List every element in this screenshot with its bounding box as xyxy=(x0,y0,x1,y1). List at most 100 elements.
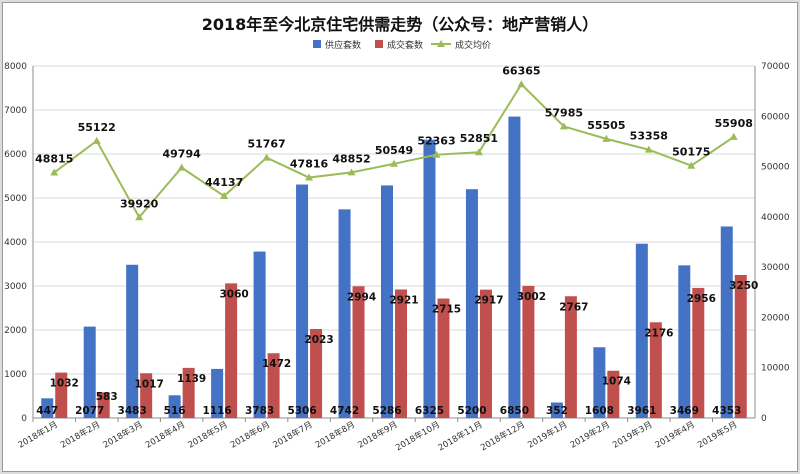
x-tick-label: 2018年11月 xyxy=(436,419,484,453)
x-tick-label: 2019年5月 xyxy=(696,419,740,451)
price-value-label: 66365 xyxy=(502,64,540,77)
price-value-label: 55122 xyxy=(78,121,116,134)
deal-bar xyxy=(522,285,535,418)
deal-value-label: 2956 xyxy=(687,293,716,305)
deal-bar xyxy=(267,353,280,418)
y2-tick-label: 70000 xyxy=(761,62,790,72)
price-marker xyxy=(177,163,186,171)
deal-value-label: 2917 xyxy=(474,295,503,307)
deal-bar xyxy=(607,370,620,418)
x-tick-label: 2018年5月 xyxy=(186,419,230,451)
deal-value-label: 1472 xyxy=(262,358,291,370)
supply-bar xyxy=(338,209,351,418)
price-marker xyxy=(305,173,314,181)
x-tick-label: 2018年9月 xyxy=(356,419,400,451)
deal-bar xyxy=(352,286,365,418)
supply-bar xyxy=(465,189,478,418)
supply-bar xyxy=(126,264,139,418)
supply-bar xyxy=(381,185,393,418)
price-marker xyxy=(432,150,441,158)
deal-value-label: 583 xyxy=(96,391,118,403)
supply-bar xyxy=(423,139,436,418)
deal-value-label: 3060 xyxy=(220,288,249,300)
price-value-label: 50175 xyxy=(672,146,710,159)
price-marker xyxy=(729,132,738,140)
supply-value-label: 5286 xyxy=(372,405,401,417)
y-tick-label: 6000 xyxy=(4,150,27,160)
legend-swatch xyxy=(313,40,321,48)
supply-bar xyxy=(550,402,563,418)
deal-value-label: 1139 xyxy=(177,373,206,385)
supply-value-label: 6850 xyxy=(500,405,529,417)
y2-tick-label: 50000 xyxy=(761,163,790,173)
price-marker xyxy=(687,161,696,169)
chart-title: 2018年至今北京住宅供需走势（公众号：地产营销人） xyxy=(202,15,599,34)
x-tick-label: 2019年1月 xyxy=(526,419,570,451)
x-tick-label: 2018年6月 xyxy=(228,419,272,451)
deal-value-label: 1032 xyxy=(50,378,79,390)
deal-value-label: 2921 xyxy=(389,294,418,306)
supply-value-label: 5306 xyxy=(287,405,316,417)
deal-value-label: 2715 xyxy=(432,304,461,316)
price-marker xyxy=(559,122,568,130)
supply-bar xyxy=(41,398,54,418)
supply-bar xyxy=(720,226,733,418)
y-tick-label: 2000 xyxy=(4,326,27,336)
bars xyxy=(41,116,747,418)
deal-bar xyxy=(182,367,195,418)
supply-value-label: 5200 xyxy=(457,405,486,417)
y2-tick-label: 60000 xyxy=(761,112,790,122)
x-tick-label: 2018年12月 xyxy=(479,419,527,453)
deal-bar xyxy=(692,287,705,418)
x-tick-label: 2019年3月 xyxy=(611,419,655,451)
deal-value-label: 1074 xyxy=(602,376,631,388)
price-marker xyxy=(517,80,526,88)
supply-value-label: 4353 xyxy=(712,405,741,417)
price-marker xyxy=(602,134,611,142)
deal-value-label: 2767 xyxy=(559,301,588,313)
price-value-label: 39920 xyxy=(120,197,159,210)
x-tick-label: 2018年8月 xyxy=(313,419,357,451)
price-value-label: 49794 xyxy=(163,148,202,161)
deal-bar xyxy=(225,283,238,418)
legend-label: 成交套数 xyxy=(387,39,423,51)
deal-bar xyxy=(437,298,450,418)
price-value-label: 52363 xyxy=(417,135,455,148)
price-value-label: 55505 xyxy=(587,119,625,132)
supply-value-label: 6325 xyxy=(415,405,444,417)
supply-value-label: 516 xyxy=(164,405,186,417)
price-marker xyxy=(220,192,229,200)
x-tick-label: 2018年10月 xyxy=(394,419,442,453)
supply-bar xyxy=(635,243,648,418)
y2-tick-label: 30000 xyxy=(761,263,790,273)
price-marker xyxy=(92,136,101,144)
deal-value-label: 3250 xyxy=(729,280,758,292)
price-value-label: 50549 xyxy=(375,144,413,157)
price-value-label: 44137 xyxy=(205,176,243,189)
supply-value-label: 447 xyxy=(36,405,58,417)
supply-bar xyxy=(508,116,521,418)
supply-bar xyxy=(211,368,224,418)
y-tick-label: 3000 xyxy=(4,282,27,292)
y2-tick-label: 0 xyxy=(761,414,767,424)
y-tick-label: 8000 xyxy=(4,62,27,72)
supply-value-label: 3469 xyxy=(670,405,699,417)
supply-bar xyxy=(296,184,309,418)
deal-value-label: 2023 xyxy=(304,334,333,346)
price-marker xyxy=(347,168,356,176)
deal-bar xyxy=(564,296,577,418)
supply-bar xyxy=(593,347,606,418)
y-tick-label: 1000 xyxy=(4,370,27,380)
deal-bar xyxy=(55,372,68,418)
price-marker xyxy=(390,159,398,167)
price-marker xyxy=(50,168,59,176)
x-tick-label: 2019年4月 xyxy=(653,419,697,451)
price-line xyxy=(50,80,738,221)
deal-bar xyxy=(97,392,110,418)
supply-bar xyxy=(168,395,181,418)
price-value-label: 55908 xyxy=(715,117,753,130)
y-tick-label: 5000 xyxy=(4,194,27,204)
legend-swatch xyxy=(375,40,383,48)
deal-bar xyxy=(395,289,407,418)
